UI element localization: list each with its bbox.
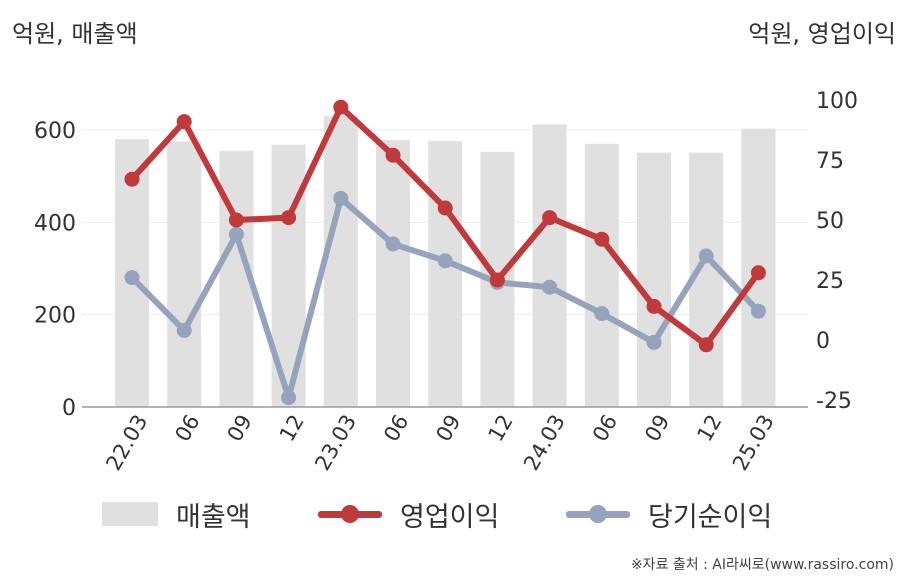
left-axis-unit: 억원, 매출액: [12, 20, 138, 48]
left-tick-label: 600: [34, 119, 76, 144]
point-operating-profit: [698, 337, 714, 353]
point-net-income: [542, 279, 558, 295]
bar-revenue: [637, 152, 671, 407]
point-operating-profit: [385, 147, 401, 163]
point-net-income: [124, 270, 140, 286]
bar-revenue: [428, 141, 463, 407]
right-tick-label: 25: [816, 269, 844, 294]
point-operating-profit: [489, 272, 505, 288]
chart-legend: 매출액 영업이익 당기순이익: [0, 492, 908, 536]
point-operating-profit: [176, 114, 192, 130]
legend-swatch-revenue: [102, 502, 158, 526]
point-net-income: [437, 253, 453, 269]
x-tick-label: 06: [379, 411, 413, 446]
left-tick-label: 0: [62, 396, 76, 421]
x-tick-label: 12: [692, 411, 726, 446]
right-tick-label: 100: [816, 89, 858, 114]
point-operating-profit: [437, 200, 453, 216]
x-tick-label: 09: [223, 411, 257, 446]
x-tick-label: 09: [431, 411, 465, 446]
point-operating-profit: [594, 231, 610, 247]
point-operating-profit: [542, 210, 558, 226]
bar-revenue: [167, 141, 202, 407]
legend-swatch-net-income: [566, 502, 630, 526]
point-net-income: [594, 306, 610, 322]
point-net-income: [333, 190, 349, 206]
legend-label-operating-profit: 영업이익: [400, 501, 500, 533]
legend-label-net-income: 당기순이익: [648, 501, 773, 533]
legend-swatch-operating-profit: [318, 502, 382, 526]
bar-revenue: [376, 140, 410, 407]
left-tick-label: 400: [34, 211, 76, 236]
legend-label-revenue: 매출액: [176, 501, 251, 533]
point-net-income: [385, 236, 401, 252]
point-net-income: [646, 334, 662, 350]
source-note: ※자료 출처 : AI라씨로(www.rassiro.com): [630, 557, 894, 573]
bar-revenue: [584, 143, 619, 407]
right-axis-unit: 억원, 영업이익: [748, 20, 896, 48]
x-tick-label: 06: [588, 411, 622, 446]
point-operating-profit: [750, 265, 766, 281]
right-axis-ticks: -25 0 25 50 75 100: [816, 89, 858, 414]
right-tick-label: 50: [816, 209, 844, 234]
point-net-income: [281, 390, 297, 406]
x-tick-label: 12: [275, 411, 309, 446]
point-net-income: [750, 303, 766, 319]
x-tick-label: 06: [170, 411, 204, 446]
bar-revenue: [532, 124, 567, 408]
x-tick-label: 23.03: [310, 411, 361, 475]
bar-revenue: [323, 116, 358, 408]
point-operating-profit: [333, 99, 349, 115]
legend-item-revenue: 매출액: [102, 492, 251, 536]
x-tick-label: 22.03: [101, 411, 152, 475]
point-operating-profit: [281, 210, 297, 226]
point-net-income: [176, 322, 192, 338]
revenue-bars: [115, 116, 776, 408]
right-tick-label: 75: [816, 149, 844, 174]
point-operating-profit: [124, 171, 140, 187]
point-net-income: [228, 226, 244, 242]
point-operating-profit: [646, 298, 662, 314]
point-net-income: [698, 248, 714, 264]
x-tick-label: 25.03: [728, 411, 779, 475]
point-operating-profit: [228, 212, 244, 228]
legend-item-operating-profit: 영업이익: [318, 492, 499, 536]
x-axis-ticks: 22.03 06 09 12 23.03 06 09 12 24.03 06 09 12 25.03: [101, 411, 778, 475]
x-tick-label: 09: [640, 411, 674, 446]
profit-lines: [124, 99, 766, 406]
x-tick-label: 12: [484, 411, 518, 446]
right-tick-label: 0: [816, 329, 830, 354]
legend-item-net-income: 당기순이익: [566, 492, 772, 536]
right-tick-label: -25: [816, 389, 852, 414]
x-tick-label: 24.03: [519, 411, 570, 475]
left-axis-ticks: 0 200 400 600: [34, 119, 76, 421]
left-tick-label: 200: [34, 304, 76, 329]
